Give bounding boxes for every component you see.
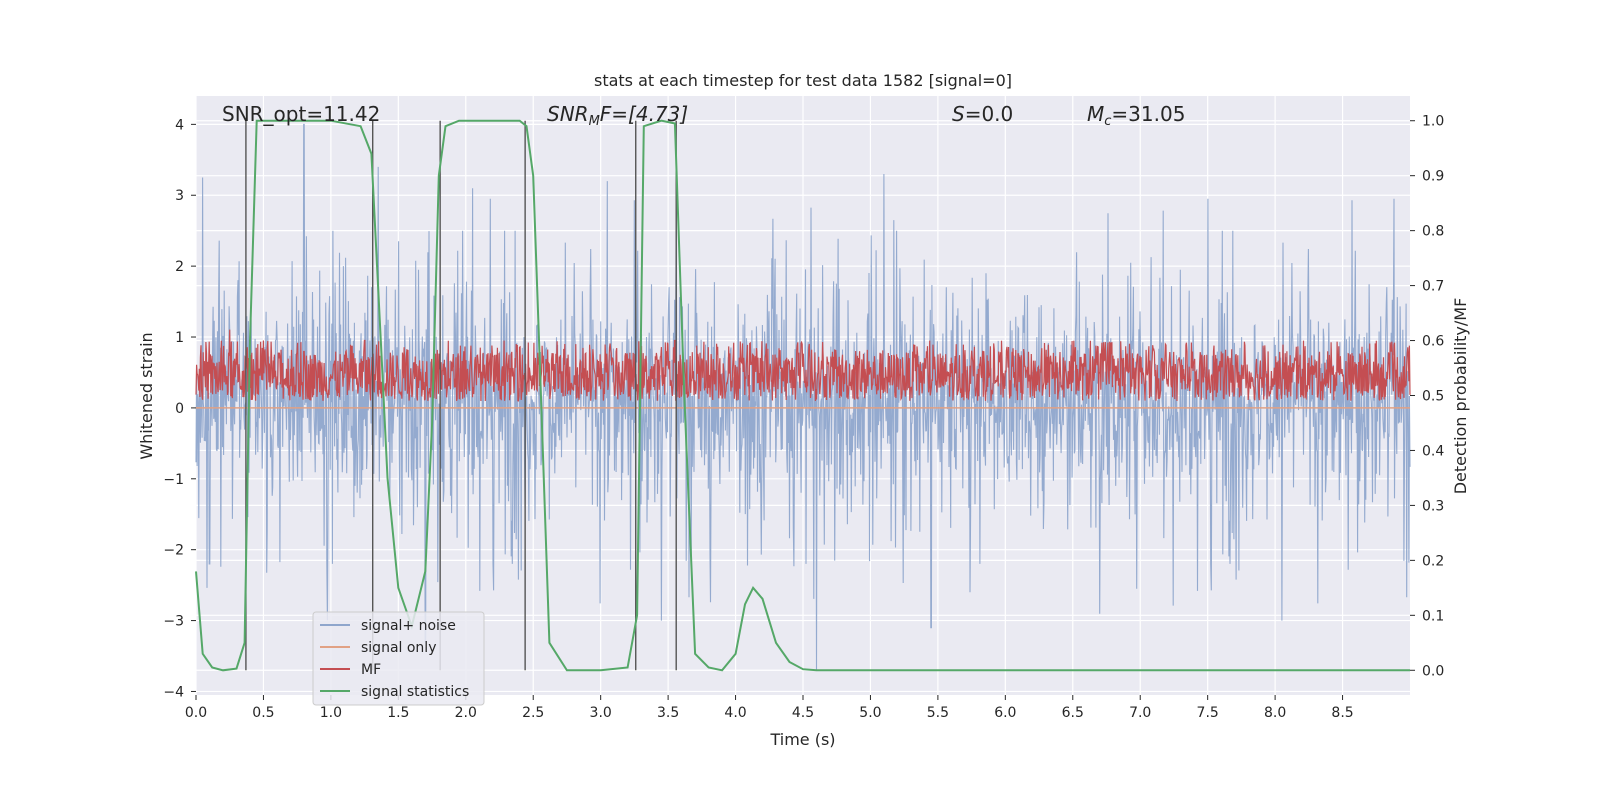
y2-tick-label: 0.3 bbox=[1422, 498, 1444, 514]
axes: 0.0 0.5 1.0 1.5 2.0 2.5 3.0 3.5 4.0 4.5 5.0 5.5 6.0 6… bbox=[163, 114, 1444, 721]
x-tick-label: 2.5 bbox=[522, 705, 544, 721]
annotation-s: S=0.0 bbox=[952, 102, 1013, 126]
x-tick-label: 1.0 bbox=[320, 705, 342, 721]
x-tick-label: 5.0 bbox=[859, 705, 881, 721]
x-tick-label: 1.5 bbox=[387, 705, 409, 721]
y2-axis-label: Detection probability/MF bbox=[1451, 298, 1470, 495]
legend-label-signal-noise: signal+ noise bbox=[361, 618, 456, 634]
y-tick-label: −2 bbox=[163, 543, 184, 559]
x-tick-label: 6.5 bbox=[1062, 705, 1084, 721]
y2-tick-label: 0.6 bbox=[1422, 334, 1444, 350]
y-tick-label: 0 bbox=[175, 401, 184, 417]
y-tick-label: 3 bbox=[175, 188, 184, 204]
y-tick-label: 2 bbox=[175, 259, 184, 275]
annotation-snr-mf-base: SNR bbox=[547, 102, 589, 126]
y2-tick-label: 0.1 bbox=[1422, 608, 1444, 624]
annotation-snr-mf-sub: M bbox=[589, 114, 600, 129]
y2-tick-label: 0.9 bbox=[1422, 169, 1444, 185]
x-tick-label: 5.5 bbox=[927, 705, 949, 721]
y2-tick-label: 0.5 bbox=[1422, 389, 1444, 405]
legend-label-signal-only: signal only bbox=[361, 640, 436, 656]
x-tick-label: 8.0 bbox=[1264, 705, 1286, 721]
annotation-mc-rest: =31.05 bbox=[1111, 102, 1185, 126]
annotation-snr-mf: SNRMF=[4.73] bbox=[547, 102, 688, 129]
annotation-mc: Mc=31.05 bbox=[1087, 102, 1185, 129]
legend: signal+ noise signal only MF signal stat… bbox=[312, 611, 485, 706]
y2-tick-label: 0.7 bbox=[1422, 279, 1444, 295]
x-tick-label: 0.5 bbox=[252, 705, 274, 721]
annotation-mc-base: M bbox=[1087, 102, 1104, 126]
annotation-s-base: S bbox=[952, 102, 965, 126]
annotation-snr-opt: SNR_opt=11.42 bbox=[222, 102, 380, 126]
signal-noise-line bbox=[195, 123, 1411, 671]
legend-label-signal-statistics: signal statistics bbox=[361, 684, 469, 700]
x-tick-label: 4.0 bbox=[724, 705, 746, 721]
x-tick-label: 0.0 bbox=[185, 705, 207, 721]
y-tick-label: 1 bbox=[175, 330, 184, 346]
x-tick-label: 3.0 bbox=[590, 705, 612, 721]
y2-tick-label: 0.4 bbox=[1422, 443, 1444, 459]
annotation-s-rest: =0.0 bbox=[965, 102, 1014, 126]
series-layer bbox=[195, 119, 1411, 672]
annotation-snr-mf-rest: F=[4.73] bbox=[600, 102, 688, 126]
x-tick-label: 6.0 bbox=[994, 705, 1016, 721]
y-tick-label: 4 bbox=[175, 117, 184, 133]
x-axis-label: Time (s) bbox=[769, 730, 835, 749]
annotations: SNR_opt=11.42 SNRMF=[4.73] S=0.0 Mc=31.0… bbox=[222, 102, 1185, 129]
x-tick-label: 2.0 bbox=[455, 705, 477, 721]
x-tick-label: 4.5 bbox=[792, 705, 814, 721]
legend-label-mf: MF bbox=[361, 662, 381, 678]
signal-statistics-line bbox=[195, 119, 1410, 672]
y2-tick-label: 0.2 bbox=[1422, 553, 1444, 569]
x-tick-label: 7.5 bbox=[1197, 705, 1219, 721]
mf-line bbox=[195, 329, 1411, 402]
y2-tick-label: 0.0 bbox=[1422, 663, 1444, 679]
annotation-mc-sub: c bbox=[1104, 114, 1111, 129]
y-axis-label: Whitened strain bbox=[137, 332, 156, 459]
y2-tick-label: 1.0 bbox=[1422, 114, 1444, 130]
y-tick-label: −1 bbox=[163, 472, 184, 488]
x-tick-label: 7.0 bbox=[1129, 705, 1151, 721]
x-tick-label: 8.5 bbox=[1331, 705, 1353, 721]
legend-box bbox=[312, 611, 485, 706]
y-tick-label: −3 bbox=[163, 614, 184, 630]
y-tick-label: −4 bbox=[163, 684, 184, 700]
chart-title: stats at each timestep for test data 158… bbox=[594, 71, 1012, 90]
x-tick-label: 3.5 bbox=[657, 705, 679, 721]
y2-tick-label: 0.8 bbox=[1422, 224, 1444, 240]
